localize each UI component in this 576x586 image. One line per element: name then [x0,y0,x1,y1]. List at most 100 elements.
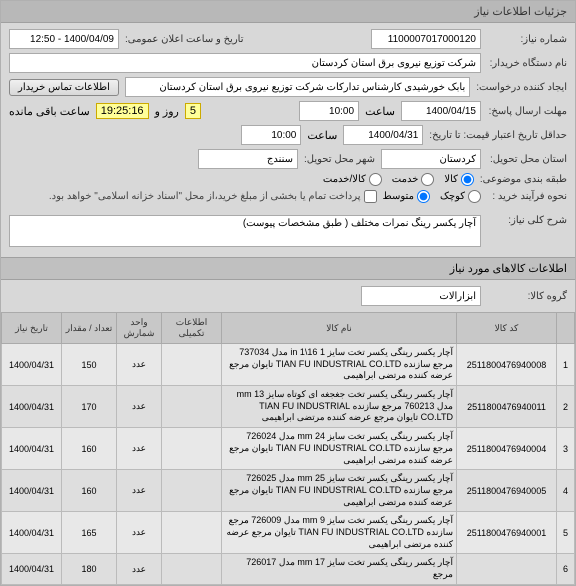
days-remain: 5 [185,103,201,119]
cell-date: 1400/04/31 [2,428,62,470]
table-row[interactable]: 12511800476940008آچار یکسر رینگی یکسر تخ… [2,344,575,386]
radio-small[interactable] [468,190,481,203]
cell-code: 2511800476940004 [457,428,557,470]
cell-idx: 3 [557,428,575,470]
price-valid-date-input[interactable] [343,125,423,145]
buyer-contact-button[interactable]: اطلاعات تماس خریدار [9,79,119,96]
th-code: کد کالا [457,313,557,344]
goods-table: کد کالا نام کالا اطلاعات تکمیلی واحد شما… [1,312,575,585]
cell-name: آچار یکسر رینگی یکسر تخت سایز 9 mm مدل 7… [222,512,457,554]
budget-class-label: طبقه بندی موضوعی: [480,174,567,185]
table-row[interactable]: 32511800476940004آچار یکسر رینگی یکسر تخ… [2,428,575,470]
cell-extra [162,554,222,584]
cell-qty: 160 [62,428,117,470]
goods-group-label: گروه کالا: [487,291,567,302]
days-label: روز و [155,105,179,118]
delivery-city-label: شهر محل تحویل: [304,154,375,165]
delivery-state-label: استان محل تحویل: [487,154,567,165]
cell-idx: 6 [557,554,575,584]
cell-qty: 170 [62,386,117,428]
cell-qty: 165 [62,512,117,554]
process-label: نحوه فرآیند خرید : [487,191,567,202]
table-row[interactable]: 22511800476940011آچار یکسر رینگی یکسر تخ… [2,386,575,428]
cell-unit: عدد [117,470,162,512]
th-name: نام کالا [222,313,457,344]
buyer-org-label: نام دستگاه خریدار: [487,58,567,69]
cell-code: 2511800476940001 [457,512,557,554]
main-panel: جزئیات اطلاعات نیاز شماره نیاز: تاریخ و … [0,0,576,586]
radio-kala[interactable] [461,173,474,186]
cell-code: 2511800476940008 [457,344,557,386]
table-row[interactable]: 42511800476940005آچار یکسر رینگی یکسر تخ… [2,470,575,512]
pub-datetime-label: تاریخ و ساعت اعلان عمومی: [125,34,244,45]
radio-medium[interactable] [417,190,430,203]
time-label-1: ساعت [365,105,395,118]
cell-idx: 5 [557,512,575,554]
cell-name: آچار یکسر رینگی یکسر تخت سایز 17 mm مدل … [222,554,457,584]
cell-unit: عدد [117,344,162,386]
need-no-input[interactable] [371,29,481,49]
need-title-label: شرح کلی نیاز: [487,215,567,226]
cell-extra [162,470,222,512]
cell-qty: 180 [62,554,117,584]
creator-input[interactable] [125,77,470,97]
cell-qty: 160 [62,470,117,512]
th-unit: واحد شمارش [117,313,162,344]
radio-khadmat[interactable] [421,173,434,186]
cell-extra [162,344,222,386]
th-qty: تعداد / مقدار [62,313,117,344]
cell-name: آچار یکسر رینگی یکسر تخت سایز 1 16\1 in … [222,344,457,386]
hours-label: ساعت باقی مانده [9,105,90,118]
budget-class-radios: کالا خدمت کالا/خدمت [323,173,474,186]
radio-kala-khadmat[interactable] [369,173,382,186]
delivery-city-input[interactable] [198,149,298,169]
cell-name: آچار یکسر رینگی یکسر تخت سایز 24 mm مدل … [222,428,457,470]
goods-section-title: اطلاعات کالاهای مورد نیاز [1,257,575,280]
cell-date: 1400/04/31 [2,470,62,512]
buyer-org-input[interactable] [9,53,481,73]
process-radios: کوچک متوسط [383,190,481,203]
cell-name: آچار یکسر رینگی یکسر تخت سایز 25 mm مدل … [222,470,457,512]
need-no-label: شماره نیاز: [487,34,567,45]
treasury-checkbox[interactable] [364,190,377,203]
cell-idx: 2 [557,386,575,428]
form-area: شماره نیاز: تاریخ و ساعت اعلان عمومی: نا… [1,23,575,257]
goods-group-input[interactable] [361,286,481,306]
th-extra: اطلاعات تکمیلی [162,313,222,344]
deadline-label: مهلت ارسال پاسخ: [487,106,567,117]
cell-unit: عدد [117,512,162,554]
cell-unit: عدد [117,386,162,428]
table-row[interactable]: 6 آچار یکسر رینگی یکسر تخت سایز 17 mm مدل… [2,554,575,584]
cell-extra [162,512,222,554]
cell-date: 1400/04/31 [2,344,62,386]
cell-extra [162,386,222,428]
delivery-state-input[interactable] [381,149,481,169]
price-valid-label: حداقل تاریخ اعتبار قیمت: تا تاریخ: [429,130,567,141]
deadline-time-input[interactable] [299,101,359,121]
deadline-date-input[interactable] [401,101,481,121]
cell-code [457,554,557,584]
cell-idx: 1 [557,344,575,386]
cell-extra [162,428,222,470]
goods-table-wrap: کد کالا نام کالا اطلاعات تکمیلی واحد شما… [1,312,575,585]
price-valid-time-input[interactable] [241,125,301,145]
cell-unit: عدد [117,554,162,584]
cell-date: 1400/04/31 [2,554,62,584]
cell-idx: 4 [557,470,575,512]
time-label-2: ساعت [307,129,337,142]
cell-qty: 150 [62,344,117,386]
th-idx [557,313,575,344]
cell-date: 1400/04/31 [2,512,62,554]
th-date: تاریخ نیاز [2,313,62,344]
pub-datetime-input[interactable] [9,29,119,49]
cell-code: 2511800476940005 [457,470,557,512]
cell-name: آچار یکسر رینگی یکسر تخت جغجغه ای کوتاه … [222,386,457,428]
cell-date: 1400/04/31 [2,386,62,428]
cell-unit: عدد [117,428,162,470]
creator-label: ایجاد کننده درخواست: [476,82,567,93]
need-title-input[interactable] [9,215,481,247]
panel-title: جزئیات اطلاعات نیاز [1,1,575,23]
cell-code: 2511800476940011 [457,386,557,428]
table-row[interactable]: 52511800476940001آچار یکسر رینگی یکسر تخ… [2,512,575,554]
treasury-note: پرداخت تمام یا بخشی از مبلغ خرید،از محل … [49,191,361,202]
